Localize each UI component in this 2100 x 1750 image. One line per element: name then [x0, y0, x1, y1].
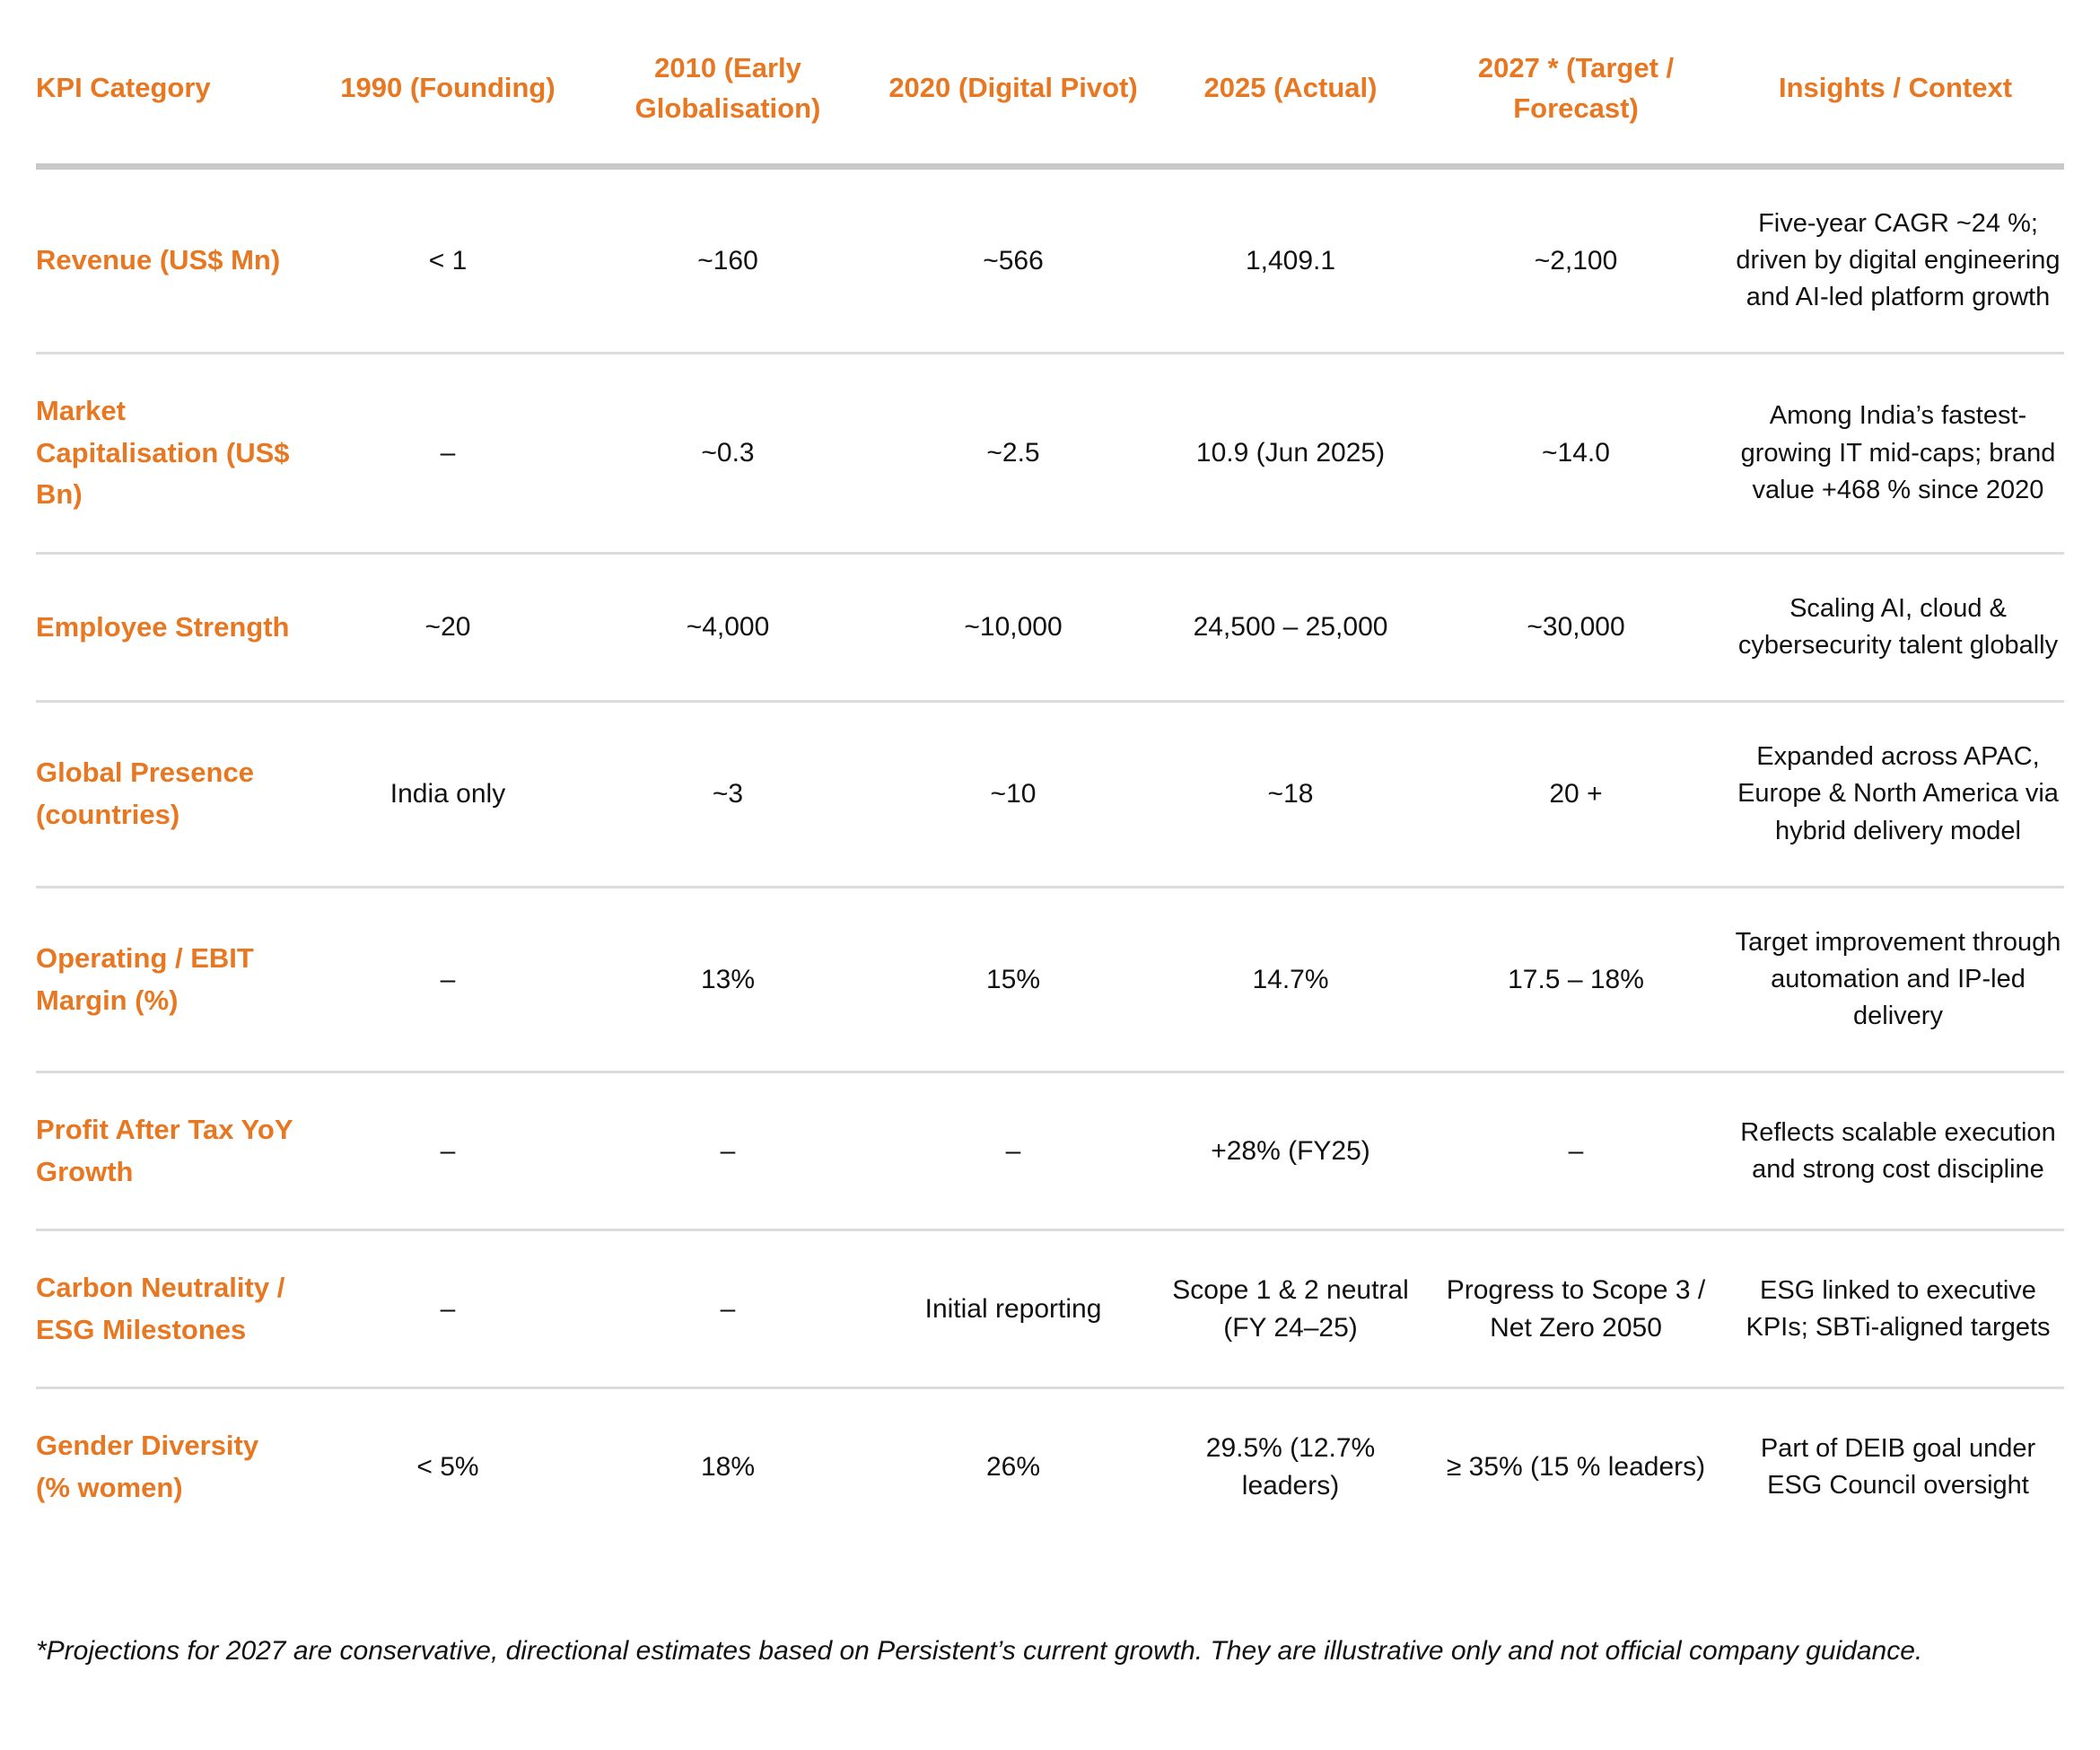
- kpi-category-cell: Carbon Neutrality / ESG Milestones: [36, 1229, 311, 1388]
- table-row-employee-strength: Employee Strength ~20 ~4,000 ~10,000 24,…: [36, 551, 2064, 702]
- value-cell: –: [311, 352, 585, 554]
- table-row-ebit-margin: Operating / EBIT Margin (%) – 13% 15% 14…: [36, 885, 2064, 1072]
- value-cell: ~160: [697, 245, 758, 276]
- column-header-kpi-category: KPI Category: [36, 25, 311, 170]
- table-row-revenue: Revenue (US$ Mn) < 1 ~160 ~566 1,409.1 ~…: [36, 166, 2064, 354]
- value-cell: Initial reporting: [871, 1229, 1156, 1388]
- kpi-category-cell: Gender Diversity (% women): [36, 1387, 311, 1545]
- value-cell: 17.5 – 18%: [1425, 885, 1727, 1072]
- column-header-2025: 2025 (Actual): [1156, 25, 1425, 170]
- value-cell: 10.9 (Jun 2025): [1156, 352, 1425, 554]
- value-cell: ~566: [983, 245, 1044, 276]
- value-cell: 20 +: [1425, 700, 1727, 888]
- value-cell: ~4,000: [585, 551, 871, 702]
- header-row: KPI Category 1990 (Founding) 2010 (Early…: [36, 25, 2064, 170]
- insight-cell: Part of DEIB goal under ESG Council over…: [1727, 1387, 2064, 1545]
- value-cell: Progress to Scope 3 / Net Zero 2050: [1425, 1229, 1727, 1388]
- value-cell: < 1: [428, 245, 468, 276]
- value-cell: 26%: [871, 1387, 1156, 1545]
- column-header-2020: 2020 (Digital Pivot): [871, 25, 1156, 170]
- value-cell: 1,409.1: [1245, 245, 1336, 276]
- value-cell: ~30,000: [1425, 551, 1727, 702]
- value-cell: 15%: [871, 885, 1156, 1072]
- column-header-1990: 1990 (Founding): [311, 25, 585, 170]
- insight-cell: ESG linked to executive KPIs; SBTi-align…: [1727, 1229, 2064, 1388]
- insight-cell: Reflects scalable execution and strong c…: [1727, 1071, 2064, 1230]
- table-row-carbon-esg: Carbon Neutrality / ESG Milestones – – I…: [36, 1229, 2064, 1388]
- value-cell: –: [585, 1229, 871, 1388]
- value-cell: –: [1425, 1071, 1727, 1230]
- insight-cell: Five-year CAGR ~24 %; driven by digital …: [1736, 208, 2061, 312]
- value-cell: ~2,100: [1534, 245, 1618, 276]
- insight-cell: Scaling AI, cloud & cybersecurity talent…: [1727, 551, 2064, 702]
- insight-cell: Expanded across APAC, Europe & North Ame…: [1727, 700, 2064, 888]
- value-cell: Scope 1 & 2 neutral (FY 24–25): [1156, 1229, 1425, 1388]
- kpi-category-cell: Employee Strength: [36, 551, 311, 702]
- kpi-table: KPI Category 1990 (Founding) 2010 (Early…: [36, 25, 2064, 1545]
- value-cell: –: [311, 885, 585, 1072]
- value-cell: –: [585, 1071, 871, 1230]
- value-cell: ~2.5: [871, 352, 1156, 554]
- value-cell: 24,500 – 25,000: [1156, 551, 1425, 702]
- value-cell: 18%: [585, 1387, 871, 1545]
- value-cell: ~14.0: [1425, 352, 1727, 554]
- table-row-market-cap: Market Capitalisation (US$ Bn) – ~0.3 ~2…: [36, 352, 2064, 554]
- value-cell: ~3: [585, 700, 871, 888]
- value-cell: –: [311, 1229, 585, 1388]
- kpi-category-cell: Revenue (US$ Mn): [36, 244, 281, 276]
- kpi-category-cell: Operating / EBIT Margin (%): [36, 885, 311, 1072]
- kpi-category-cell: Profit After Tax YoY Growth: [36, 1071, 311, 1230]
- value-cell: < 5%: [311, 1387, 585, 1545]
- value-cell: ≥ 35% (15 % leaders): [1425, 1387, 1727, 1545]
- table-row-pat-growth: Profit After Tax YoY Growth – – – +28% (…: [36, 1071, 2064, 1230]
- kpi-category-cell: Global Presence (countries): [36, 700, 311, 888]
- kpi-category-cell: Market Capitalisation (US$ Bn): [36, 352, 311, 554]
- value-cell: 29.5% (12.7% leaders): [1156, 1387, 1425, 1545]
- value-cell: 13%: [585, 885, 871, 1072]
- value-cell: –: [871, 1071, 1156, 1230]
- column-header-2010: 2010 (Early Globalisation): [585, 25, 871, 170]
- value-cell: ~10,000: [871, 551, 1156, 702]
- value-cell: ~20: [311, 551, 585, 702]
- column-header-2027: 2027 * (Target / Forecast): [1425, 25, 1727, 170]
- value-cell: ~0.3: [585, 352, 871, 554]
- value-cell: –: [311, 1071, 585, 1230]
- insight-cell: Target improvement through automation an…: [1727, 885, 2064, 1072]
- value-cell: 14.7%: [1156, 885, 1425, 1072]
- value-cell: ~10: [871, 700, 1156, 888]
- value-cell: +28% (FY25): [1156, 1071, 1425, 1230]
- value-cell: ~18: [1156, 700, 1425, 888]
- column-header-insights: Insights / Context: [1727, 25, 2064, 170]
- table-row-gender-diversity: Gender Diversity (% women) < 5% 18% 26% …: [36, 1387, 2064, 1545]
- value-cell: India only: [311, 700, 585, 888]
- table-row-global-presence: Global Presence (countries) India only ~…: [36, 700, 2064, 888]
- footnote: *Projections for 2027 are conservative, …: [36, 1636, 1923, 1667]
- insight-cell: Among India’s fastest-growing IT mid-cap…: [1727, 352, 2064, 554]
